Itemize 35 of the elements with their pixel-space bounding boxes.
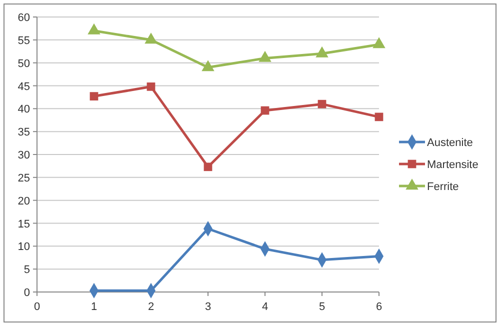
y-tick-label: 50	[18, 58, 30, 70]
y-tick-label: 45	[18, 80, 30, 93]
point	[146, 82, 156, 91]
x-tick-label: 5	[318, 301, 326, 313]
y-tick-label: 60	[18, 12, 30, 24]
legend-label: Martensite	[427, 159, 478, 171]
x-tick-label: 4	[262, 301, 268, 313]
point	[144, 32, 158, 44]
y-tick-label: 20	[18, 195, 30, 208]
x-tick-label: 3	[204, 301, 212, 313]
point	[258, 50, 272, 62]
point	[372, 37, 386, 48]
y-tick-label: 15	[18, 218, 30, 230]
point	[90, 92, 98, 100]
legend-label: Ferrite	[427, 181, 459, 193]
y-tick-label: 25	[18, 172, 30, 184]
legend-label: Austenite	[427, 137, 473, 149]
point	[318, 100, 326, 108]
x-tick-label: 1	[90, 301, 98, 313]
point	[316, 46, 328, 58]
y-tick-label: 10	[18, 241, 30, 254]
y-tick-label: 0	[24, 287, 30, 299]
point	[374, 112, 384, 122]
point	[88, 23, 100, 34]
x-tick-label: 0	[34, 301, 40, 313]
point	[204, 162, 212, 172]
y-tick-label: 55	[18, 34, 30, 47]
y-tick-label: 30	[18, 150, 30, 162]
x-tick-label: 6	[376, 301, 382, 313]
point	[202, 60, 214, 72]
x-tick-label: 2	[148, 301, 154, 313]
y-tick-label: 35	[18, 126, 30, 139]
y-tick-label: 40	[18, 104, 30, 116]
point	[260, 106, 270, 115]
y-tick-label: 5	[24, 264, 30, 276]
